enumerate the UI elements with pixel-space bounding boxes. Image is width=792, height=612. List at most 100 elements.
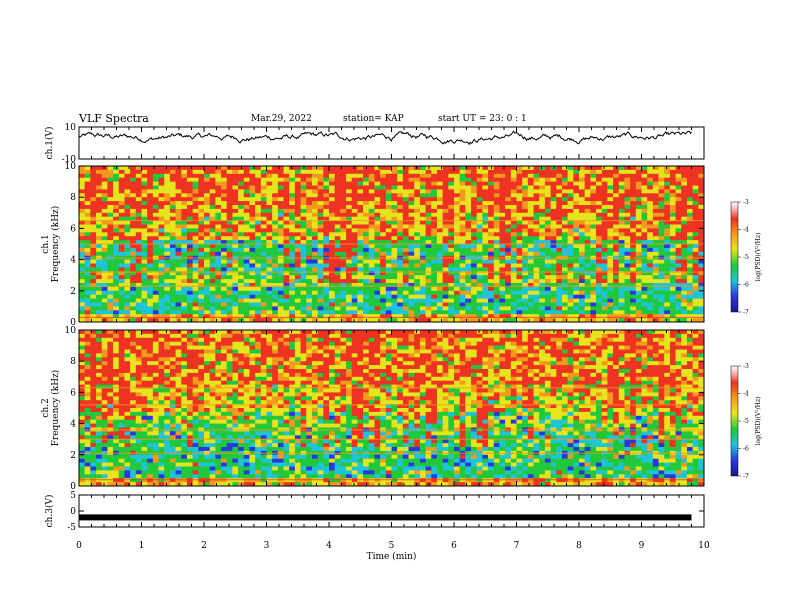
ch1-spectrogram-cell <box>499 240 506 245</box>
ch1-spectrogram-cell <box>686 216 694 221</box>
ch1-spectrogram-cell <box>175 263 182 268</box>
ch2-spectrogram-cell <box>124 404 131 409</box>
ch1-spectrogram-cell <box>584 247 591 253</box>
ch1-spectrogram-cell <box>260 228 267 233</box>
ch1-spectrogram-cell <box>96 267 103 272</box>
ch1-spectrogram-cell <box>635 205 642 210</box>
ch1-spectrogram-cell <box>425 259 432 264</box>
ch1-spectrogram-cell <box>96 286 103 292</box>
ch1-spectrogram-cell <box>84 310 91 315</box>
ch1-spectrogram-cell <box>601 294 608 299</box>
ch1-spectrogram-cell <box>380 208 387 214</box>
ch1-spectrogram-cell <box>465 244 472 249</box>
ch1-spectrogram-cell <box>323 259 330 264</box>
ch1-spectrogram-cell <box>482 251 489 257</box>
ch1-spectrogram-cell <box>283 259 290 264</box>
ch1-spectrogram-cell <box>334 279 341 284</box>
ch1-spectrogram-cell <box>590 251 597 257</box>
ch2-spectrogram-cell <box>152 408 159 413</box>
ch2-spectrogram-cell <box>158 345 165 350</box>
ch1-spectrogram-cell <box>96 232 103 237</box>
ch1-spectrogram-cell <box>272 169 279 175</box>
ch2-spectrogram-cell <box>84 341 91 346</box>
ch1-spectrogram-cell <box>272 201 279 206</box>
ch1-spectrogram-cell <box>380 302 387 307</box>
ch1-spectrogram-cell <box>135 173 142 179</box>
ch1-spectrogram-cell <box>567 298 574 303</box>
ch1-spectrogram-cell <box>186 185 194 190</box>
ch1-spectrogram-cell <box>402 271 409 276</box>
ch1-spectrogram-cell <box>221 181 228 186</box>
ch1-spectrogram-cell <box>630 224 637 229</box>
ch1-spectrogram-cell <box>596 169 603 175</box>
ch1-spectrogram-cell <box>459 236 466 241</box>
ch1-spectrogram-cell <box>232 228 239 233</box>
ch1-spectrogram-cell <box>323 306 330 311</box>
ch1-spectrogram-cell <box>272 181 279 186</box>
ch1-spectrogram-cell <box>294 247 301 253</box>
ch1-spectrogram-cell <box>147 236 154 241</box>
ch2-spectrogram-cell <box>101 345 108 350</box>
ch1-spectrogram-cell <box>243 267 250 272</box>
ch1-spectrogram-cell <box>630 201 637 206</box>
ch1-spectrogram-cell <box>465 314 472 319</box>
ch1-spectrogram-cell <box>238 306 245 311</box>
ch1-spectrogram-cell <box>152 236 159 241</box>
ch1-spectrogram-cell <box>79 298 86 303</box>
ch1-spectrogram-cell <box>255 286 262 292</box>
ch1-spectrogram-cell <box>363 181 370 186</box>
ch1-spectrogram-cell <box>374 177 381 182</box>
ch1-spectrogram-cell <box>664 271 671 276</box>
ch1-spectrogram-cell <box>539 267 546 272</box>
ch2-spectrogram-cell <box>90 435 97 440</box>
ch1-spectrogram-cell <box>368 208 375 214</box>
ch1-spectrogram-cell <box>90 220 97 225</box>
ch1-spectrogram-cell <box>249 271 256 276</box>
ch1-spectrogram-cell <box>232 208 239 214</box>
ch1-spectrogram-cell <box>158 224 165 229</box>
ch1-spectrogram-cell <box>590 302 597 307</box>
ch1-spectrogram-cell <box>414 267 421 272</box>
ch1-spectrogram-cell <box>414 205 421 210</box>
ch1-spectrogram-cell <box>539 169 546 175</box>
ch1-spectrogram-cell <box>186 181 194 186</box>
ch1-spectrogram-cell <box>544 201 551 206</box>
ch1-spectrogram-cell <box>567 166 574 171</box>
ch1-spectrogram-cell <box>283 302 290 307</box>
ch1-spectrogram-cell <box>527 205 534 210</box>
ch1-spectrogram-cell <box>516 177 523 182</box>
ch2-spectrogram-cell <box>113 466 120 471</box>
ch1-spectrogram-cell <box>374 318 381 323</box>
ch2-spectrogram-cell <box>152 431 159 436</box>
ch1-spectrogram-cell <box>357 212 364 218</box>
ch2-spectrogram-cell <box>96 357 103 362</box>
ch1-spectrogram-cell <box>561 181 569 186</box>
ch1-spectrogram-cell <box>130 185 137 190</box>
ch1-spectrogram-cell <box>317 166 324 171</box>
ch1-spectrogram-cell <box>471 318 478 323</box>
ch1-spectrogram-cell <box>641 212 648 218</box>
ch1-spectrogram-cell <box>613 205 620 210</box>
ch1-spectrogram-cell <box>397 271 404 276</box>
ch1-spectrogram-cell <box>255 166 262 171</box>
ch1-spectrogram-cell <box>204 173 211 179</box>
ch2-spectrogram-cell <box>113 478 120 483</box>
ch1-spectrogram-cell <box>96 166 103 171</box>
ch1-spectrogram-cell <box>238 290 245 296</box>
ch1-spectrogram-cell <box>431 232 438 237</box>
ch1-spectrogram-cell <box>118 294 125 299</box>
ch1-spectrogram-cell <box>346 185 353 190</box>
ch1-spectrogram-cell <box>329 279 336 284</box>
ch1-spectrogram-cell <box>90 286 97 292</box>
ch1-spectrogram-cell <box>385 279 392 284</box>
ch2-spectrogram-cell <box>113 396 120 401</box>
ch1-spectrogram-cell <box>652 259 659 264</box>
ch1-spectrogram-cell <box>289 290 296 296</box>
ch1-spectrogram-cell <box>527 279 534 284</box>
ch1-spectrogram-cell <box>544 197 551 202</box>
ch1-spectrogram-cell <box>652 224 659 229</box>
ch1-spectrogram-cell <box>675 247 682 253</box>
ch1-spectrogram-cell <box>556 173 563 179</box>
ch1-spectrogram-cell <box>232 220 239 225</box>
ch1-spectrogram-cell <box>84 251 91 257</box>
